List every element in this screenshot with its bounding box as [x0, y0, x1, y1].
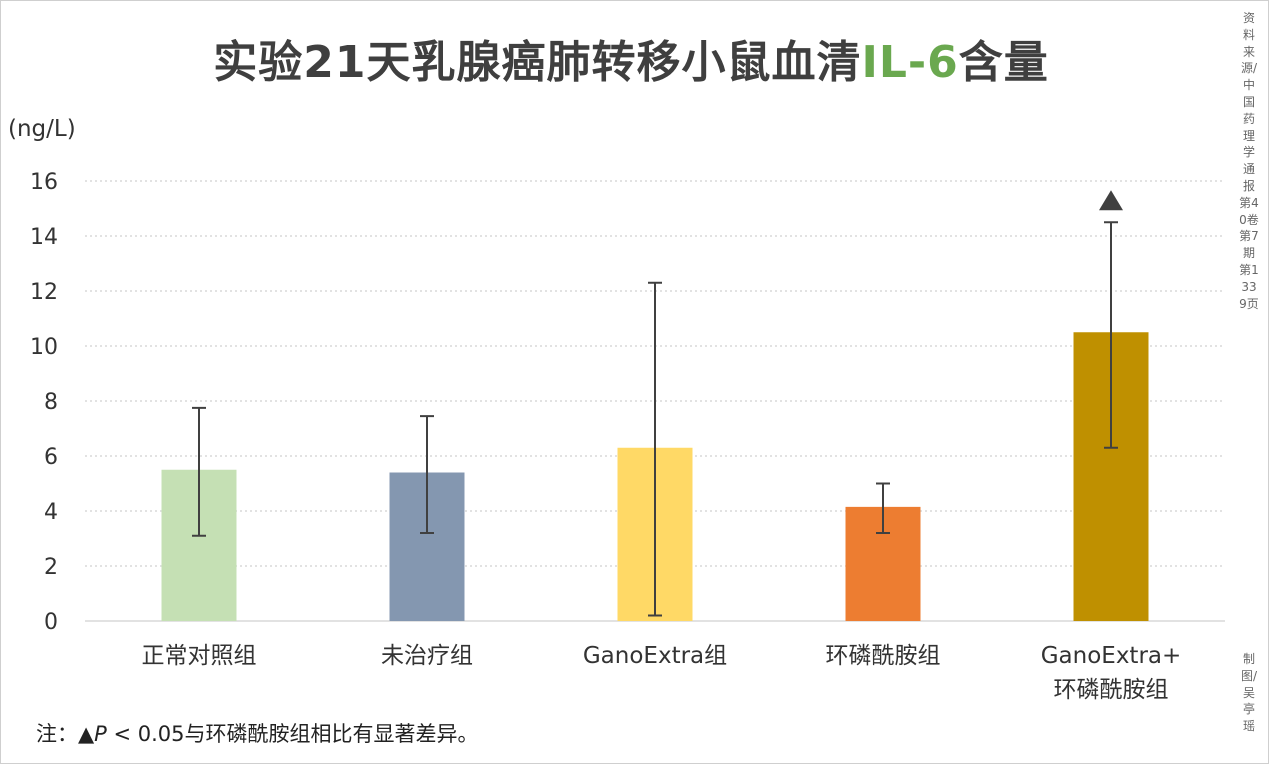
- y-tick-label: 14: [30, 225, 58, 250]
- footnote-p: P: [94, 722, 107, 746]
- title-accent: IL-6: [861, 37, 959, 88]
- y-tick-label: 0: [44, 610, 58, 635]
- y-tick-label: 16: [30, 170, 58, 195]
- y-tick-label: 4: [44, 500, 58, 525]
- y-tick-label: 2: [44, 555, 58, 580]
- x-category-label: 正常对照组: [142, 643, 257, 669]
- x-category-label: 环磷酰胺组: [1054, 677, 1169, 703]
- title-main: 实验21天乳腺癌肺转移小鼠血清: [213, 37, 862, 88]
- y-tick-label: 8: [44, 390, 58, 415]
- footnote-prefix: 注：▲: [36, 722, 95, 746]
- chart-title: 实验21天乳腺癌肺转移小鼠血清IL-6含量: [0, 26, 1262, 90]
- x-category-label: 未治疗组: [381, 643, 473, 669]
- y-tick-label: 12: [30, 280, 58, 305]
- significance-marker: [1099, 190, 1123, 211]
- footnote: 注：▲P < 0.05与环磷酰胺组相比有显著差异。: [36, 718, 479, 748]
- y-axis-unit-label: (ng/L): [8, 116, 76, 142]
- x-category-label: GanoExtra组: [583, 643, 727, 669]
- y-tick-label: 10: [30, 335, 58, 360]
- y-tick-label: 6: [44, 445, 58, 470]
- x-category-label: 环磷酰胺组: [826, 643, 941, 669]
- credit-note: 制图/吴亭瑶: [1240, 652, 1258, 734]
- x-category-label: GanoExtra+: [1041, 643, 1182, 669]
- footnote-rest: < 0.05与环磷酰胺组相比有显著差异。: [106, 722, 479, 746]
- source-note: 资料来源/中国药理学通报第40卷第7期第1339页: [1239, 11, 1259, 311]
- title-suffix: 含量: [958, 37, 1049, 88]
